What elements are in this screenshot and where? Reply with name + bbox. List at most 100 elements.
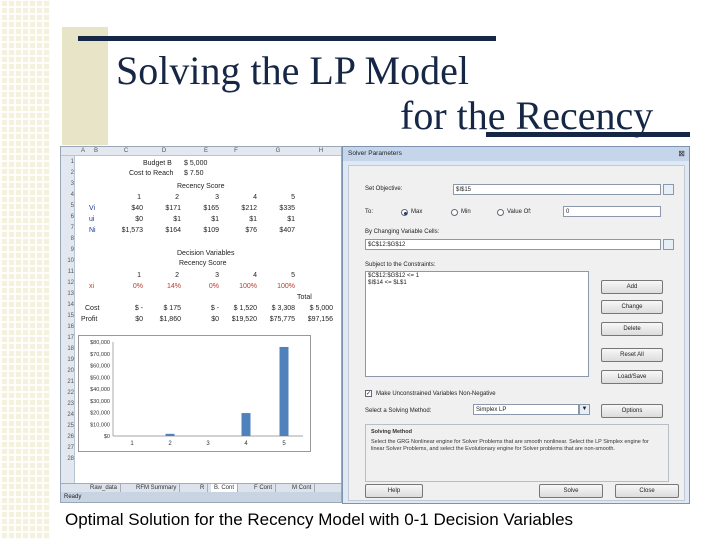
row-header[interactable]: 17 — [67, 335, 74, 341]
row-header[interactable]: 20 — [67, 368, 74, 374]
param-cell[interactable]: $212 — [241, 205, 257, 212]
profit-total-cell[interactable]: $97,156 — [307, 316, 333, 323]
score-cell[interactable]: 1 — [137, 194, 141, 201]
sheet-tab[interactable]: R — [197, 484, 209, 493]
column-header[interactable]: F — [234, 148, 238, 154]
profit-cell[interactable]: $0 — [135, 316, 143, 323]
decision-score-header[interactable]: Recency Score — [179, 260, 227, 267]
sheet-tab[interactable]: RFM Summary — [133, 484, 181, 493]
column-header[interactable]: G — [275, 148, 281, 154]
budget-label[interactable]: Budget B — [143, 160, 172, 167]
recency-score-header[interactable]: Recency Score — [177, 183, 225, 190]
close-icon[interactable]: ⊠ — [678, 149, 685, 158]
param-cell[interactable]: $1 — [287, 216, 295, 223]
param-cell[interactable]: $335 — [279, 205, 295, 212]
column-header[interactable]: H — [318, 148, 324, 154]
score-cell[interactable]: 4 — [253, 272, 257, 279]
row-header[interactable]: 13 — [67, 291, 74, 297]
cost-cell[interactable]: $ - — [134, 305, 143, 312]
score-cell[interactable]: 3 — [215, 194, 219, 201]
range-picker-icon[interactable] — [663, 239, 674, 250]
options-button[interactable]: Options — [601, 404, 663, 418]
row-header[interactable]: 19 — [67, 357, 74, 363]
param-cell[interactable]: $165 — [203, 205, 219, 212]
row-header[interactable]: 21 — [67, 379, 74, 385]
method-select[interactable]: Simplex LP — [473, 404, 579, 415]
row-header[interactable]: 1 — [70, 159, 74, 165]
row-header[interactable]: 25 — [67, 423, 74, 429]
profit-cell[interactable]: $19,520 — [231, 316, 257, 323]
row-header[interactable]: 28 — [67, 456, 74, 462]
cost-value[interactable]: $ 7.50 — [184, 170, 204, 177]
row-header[interactable]: 6 — [70, 214, 74, 220]
column-header[interactable]: C — [123, 148, 129, 154]
score-cell[interactable]: 3 — [215, 272, 219, 279]
value-of-radio[interactable] — [497, 209, 504, 216]
sheet-tab[interactable]: M Cont — [289, 484, 316, 493]
objective-input[interactable]: $I$15 — [453, 184, 661, 195]
column-header[interactable]: E — [203, 148, 208, 154]
param-cell[interactable]: $1 — [173, 216, 181, 223]
row-header[interactable]: 24 — [67, 412, 74, 418]
score-cell[interactable]: 5 — [291, 272, 295, 279]
solve-button[interactable]: Solve — [539, 484, 603, 498]
row-header[interactable]: 2 — [70, 170, 74, 176]
row-header[interactable]: 10 — [67, 258, 74, 264]
param-label[interactable]: ui — [89, 216, 95, 223]
cost-row-label[interactable]: Cost — [85, 305, 100, 312]
constraint-item[interactable]: $C$12:$G$12 <= 1 — [368, 273, 420, 279]
row-header[interactable]: 27 — [67, 445, 74, 451]
row-header[interactable]: 12 — [67, 280, 74, 286]
add-button[interactable]: Add — [601, 280, 663, 294]
sheet-tab-active[interactable]: B. Cont — [211, 484, 239, 493]
profit-row-label[interactable]: Profit — [81, 316, 98, 323]
row-header[interactable]: 9 — [70, 247, 74, 253]
param-cell[interactable]: $0 — [135, 216, 143, 223]
score-cell[interactable]: 2 — [175, 272, 179, 279]
score-cell[interactable]: 5 — [291, 194, 295, 201]
row-header[interactable]: 8 — [70, 236, 74, 242]
param-cell[interactable]: $109 — [203, 227, 219, 234]
row-header[interactable]: 5 — [70, 203, 74, 209]
cost-label[interactable]: Cost to Reach — [129, 170, 174, 177]
row-header[interactable]: 16 — [67, 324, 74, 330]
value-of-input[interactable]: 0 — [563, 206, 661, 217]
row-header[interactable]: 3 — [70, 181, 74, 187]
close-button[interactable]: Close — [615, 484, 679, 498]
row-header[interactable]: 23 — [67, 401, 74, 407]
chart-bar[interactable] — [165, 433, 175, 436]
cost-cell[interactable]: $ 175 — [163, 305, 181, 312]
row-header[interactable]: 7 — [70, 225, 74, 231]
delete-button[interactable]: Delete — [601, 322, 663, 336]
profit-cell[interactable]: $0 — [211, 316, 219, 323]
score-cell[interactable]: 2 — [175, 194, 179, 201]
param-cell[interactable]: $164 — [165, 227, 181, 234]
constraints-list[interactable]: $C$12:$G$12 <= 1 $I$14 <= $L$1 — [365, 271, 589, 377]
param-cell[interactable]: $171 — [165, 205, 181, 212]
row-header[interactable]: 26 — [67, 434, 74, 440]
param-cell[interactable]: $1 — [211, 216, 219, 223]
xi-cell[interactable]: 0% — [132, 283, 143, 290]
profit-bar-chart[interactable]: $80,000 $70,000 $60,000 $50,000 $40,000 $30,0… — [78, 335, 311, 452]
decision-header[interactable]: Decision Variables — [177, 250, 235, 257]
param-cell[interactable]: $76 — [245, 227, 257, 234]
row-header[interactable]: 22 — [67, 390, 74, 396]
changing-cells-input[interactable]: $C$12:$G$12 — [365, 239, 661, 250]
param-label[interactable]: Vi — [89, 205, 96, 212]
column-header[interactable]: B — [93, 148, 98, 154]
xi-cell[interactable]: 100% — [277, 283, 295, 290]
constraint-item[interactable]: $I$14 <= $L$1 — [368, 280, 407, 286]
xi-cell[interactable]: 14% — [166, 283, 181, 290]
score-cell[interactable]: 1 — [137, 272, 141, 279]
change-button[interactable]: Change — [601, 300, 663, 314]
row-header[interactable]: 15 — [67, 313, 74, 319]
reset-all-button[interactable]: Reset All — [601, 348, 663, 362]
budget-value[interactable]: $ 5,000 — [184, 160, 208, 167]
column-header[interactable]: A — [80, 148, 85, 154]
xi-label[interactable]: xi — [89, 283, 95, 290]
chart-bar[interactable] — [241, 413, 251, 436]
chevron-down-icon[interactable]: ▼ — [579, 404, 590, 415]
row-header[interactable]: 14 — [67, 302, 74, 308]
param-cell[interactable]: $1 — [249, 216, 257, 223]
column-header[interactable]: D — [161, 148, 167, 154]
